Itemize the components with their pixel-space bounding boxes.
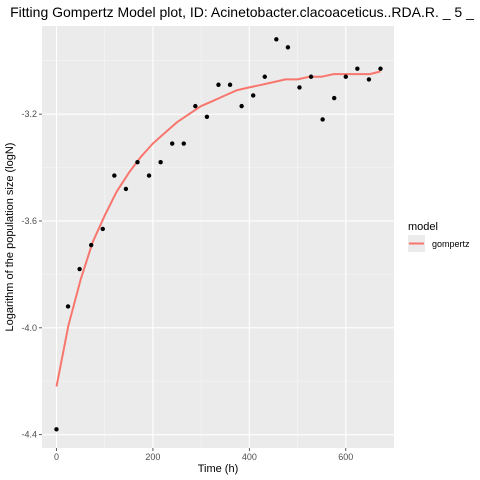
y-tick-label: -4.4 — [21, 430, 37, 440]
curve-gompertz — [55, 70, 381, 387]
chart-title: Fitting Gompertz Model plot, ID: Acineto… — [10, 4, 474, 20]
data-point — [204, 114, 210, 120]
y-axis: -4.4 -4.0 -3.6 -3.2 — [21, 109, 42, 440]
y-tick-label: -3.6 — [21, 216, 37, 226]
legend-label: gompertz — [432, 239, 470, 249]
data-point — [112, 173, 117, 178]
data-point — [227, 82, 233, 87]
data-point — [332, 95, 337, 101]
data-points — [54, 37, 383, 432]
legend: model gompertz — [408, 221, 470, 252]
data-point — [320, 117, 325, 122]
data-point — [297, 85, 302, 90]
data-point — [181, 141, 186, 146]
data-point — [54, 427, 59, 432]
data-point — [146, 173, 152, 178]
data-point — [378, 66, 383, 71]
fitted-curves — [55, 70, 381, 387]
data-point — [251, 93, 256, 98]
data-point — [366, 77, 372, 82]
grid-lines — [42, 26, 394, 448]
data-point — [169, 141, 175, 146]
data-point — [88, 242, 94, 248]
x-tick-label: 0 — [54, 452, 59, 462]
data-point — [123, 186, 129, 192]
data-point — [355, 66, 360, 71]
data-point — [343, 74, 348, 79]
data-point — [193, 103, 198, 109]
x-axis: 0 200 400 600 — [54, 448, 353, 462]
data-point — [262, 74, 267, 79]
data-point — [308, 74, 314, 79]
data-point — [65, 304, 71, 309]
legend-title: model — [408, 221, 438, 233]
y-axis-label: Logarithm of the population size (logN) — [4, 143, 16, 332]
x-tick-label: 600 — [338, 452, 353, 462]
x-axis-label: Time (h) — [198, 463, 239, 475]
x-tick-label: 400 — [242, 452, 257, 462]
data-point — [285, 45, 291, 50]
data-point — [77, 266, 82, 272]
y-tick-label: -4.0 — [21, 323, 37, 333]
data-point — [158, 160, 163, 165]
x-tick-label: 200 — [145, 452, 160, 462]
y-tick-label: -3.2 — [21, 109, 37, 119]
data-point — [100, 226, 105, 232]
legend-entries: gompertz — [408, 235, 470, 252]
data-point — [239, 103, 244, 109]
data-point — [274, 37, 279, 42]
data-point — [135, 160, 140, 165]
data-point — [216, 82, 221, 87]
